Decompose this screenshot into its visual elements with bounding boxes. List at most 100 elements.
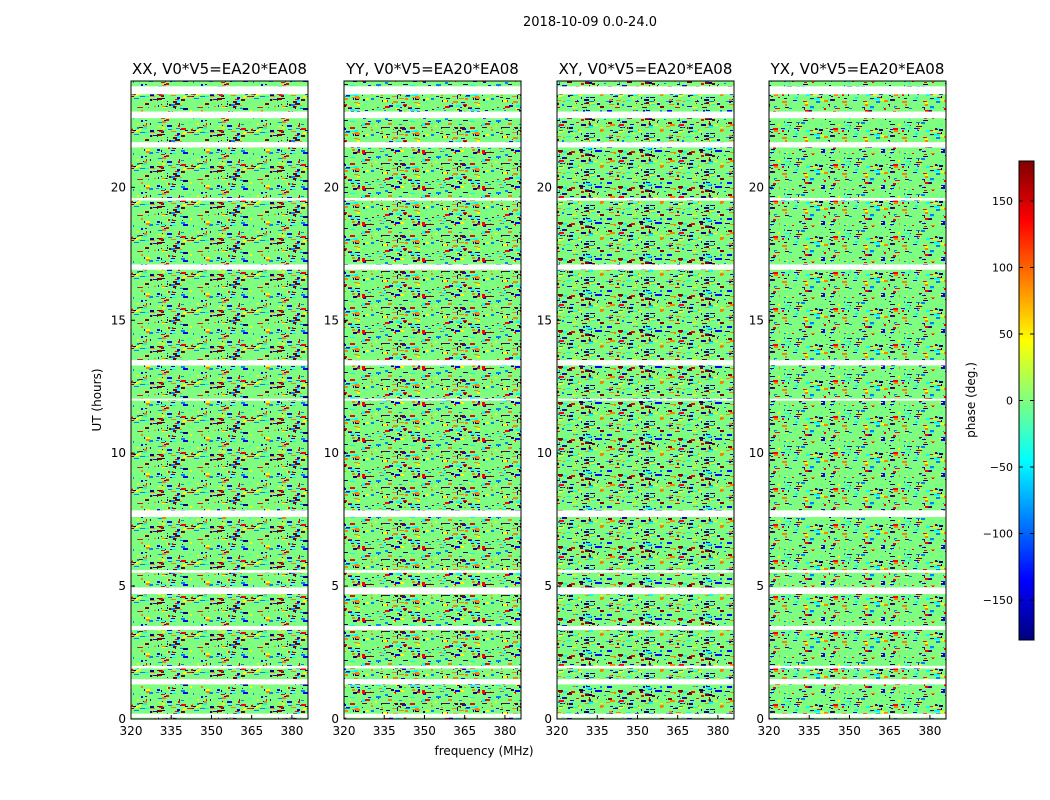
no-data-gap (769, 86, 946, 95)
no-data-gap (344, 625, 521, 630)
no-data-gap (131, 264, 308, 270)
colorbar-label: phase (deg.) (964, 362, 978, 438)
x-tick-label: 365 (666, 724, 689, 738)
no-data-gap (344, 142, 521, 148)
no-data-gap (769, 264, 946, 270)
no-data-gap (131, 398, 308, 401)
no-data-gap (344, 713, 521, 718)
no-data-gap (557, 665, 734, 669)
no-data-gap (344, 679, 521, 685)
x-tick-label: 335 (586, 724, 609, 738)
no-data-gap (557, 570, 734, 573)
no-data-gap (769, 713, 946, 718)
x-tick-label: 350 (200, 724, 223, 738)
y-tick-label: 5 (118, 579, 126, 593)
no-data-gap (557, 197, 734, 201)
no-data-gap (131, 510, 308, 517)
no-data-gap (344, 360, 521, 366)
no-data-gap (131, 679, 308, 685)
y-tick-label: 0 (118, 712, 126, 726)
no-data-gap (769, 510, 946, 517)
no-data-gap (557, 360, 734, 366)
no-data-gap (131, 360, 308, 366)
x-tick-label: 335 (160, 724, 183, 738)
colorbar-tick-label: −100 (983, 528, 1013, 541)
no-data-gap (344, 264, 521, 270)
no-data-gap (131, 570, 308, 573)
no-data-gap (131, 86, 308, 95)
x-tick-label: 380 (918, 724, 941, 738)
no-data-gap (769, 587, 946, 595)
x-tick-label: 320 (120, 724, 143, 738)
axes-frame (556, 80, 735, 720)
y-tick-label: 15 (749, 313, 764, 327)
y-tick-label: 15 (111, 313, 126, 327)
no-data-gap (131, 713, 308, 718)
x-tick-label: 335 (373, 724, 396, 738)
no-data-gap (131, 142, 308, 148)
y-tick-label: 20 (537, 180, 552, 194)
no-data-gap (557, 142, 734, 148)
no-data-gap (344, 197, 521, 201)
panel-title: YX, V0*V5=EA20*EA08 (770, 60, 945, 78)
x-tick-label: 350 (626, 724, 649, 738)
no-data-gap (131, 197, 308, 201)
y-tick-label: 0 (544, 712, 552, 726)
x-tick-label: 380 (706, 724, 729, 738)
no-data-gap (769, 665, 946, 669)
colorbar-tick-label: 150 (992, 195, 1013, 208)
no-data-gap (557, 398, 734, 401)
no-data-gap (769, 360, 946, 366)
panel-xy: XY, V0*V5=EA20*EA08 320 335 350 365 380 0 5 10 15… (537, 60, 735, 738)
no-data-gap (769, 142, 946, 148)
y-tick-label: 5 (544, 579, 552, 593)
colorbar-tick-label: −150 (983, 594, 1013, 607)
y-tick-label: 20 (749, 180, 764, 194)
no-data-gap (557, 111, 734, 119)
colorbar-tick-label: 0 (1006, 395, 1013, 408)
no-data-gap (769, 625, 946, 630)
x-tick-label: 365 (240, 724, 263, 738)
no-data-gap (557, 510, 734, 517)
no-data-gap (557, 587, 734, 595)
colorbar-tick-label: −50 (990, 461, 1013, 474)
panel-title: XY, V0*V5=EA20*EA08 (559, 60, 733, 78)
colorbar: 150 100 50 0 −50 −100 −150 (983, 160, 1035, 641)
y-tick-label: 15 (324, 313, 339, 327)
no-data-gap (344, 111, 521, 119)
x-tick-label: 350 (413, 724, 436, 738)
no-data-gap (344, 665, 521, 669)
no-data-gap (769, 570, 946, 573)
colorbar-tick-label: 50 (999, 328, 1013, 341)
x-tick-label: 320 (546, 724, 569, 738)
axes-frame (343, 80, 522, 720)
colorbar-tick-label: 100 (992, 261, 1013, 274)
y-tick-label: 10 (749, 446, 764, 460)
no-data-gap (344, 587, 521, 595)
no-data-gap (557, 86, 734, 95)
no-data-gap (769, 398, 946, 401)
panel-yy: YY, V0*V5=EA20*EA08 320 335 350 365 380 0 5 10 15… (324, 60, 522, 738)
y-axis-label: UT (hours) (90, 368, 104, 431)
y-tick-label: 10 (111, 446, 126, 460)
x-tick-label: 335 (798, 724, 821, 738)
no-data-gap (131, 587, 308, 595)
no-data-gap (131, 111, 308, 119)
panels: XX, V0*V5=EA20*EA08 320 335 350 365 380 0 5 10 15… (111, 60, 947, 738)
x-axis-label: frequency (MHz) (434, 744, 533, 758)
x-tick-label: 350 (838, 724, 861, 738)
y-tick-label: 10 (537, 446, 552, 460)
panel-title: XX, V0*V5=EA20*EA08 (132, 60, 307, 78)
panel-xx: XX, V0*V5=EA20*EA08 320 335 350 365 380 0 5 10 15… (111, 60, 309, 738)
no-data-gap (557, 625, 734, 630)
no-data-gap (557, 679, 734, 685)
y-tick-label: 5 (331, 579, 339, 593)
y-tick-label: 20 (324, 180, 339, 194)
no-data-gap (344, 570, 521, 573)
x-tick-label: 365 (453, 724, 476, 738)
suptitle: 2018-10-09 0.0-24.0 (523, 15, 657, 30)
y-tick-label: 5 (756, 579, 764, 593)
y-tick-label: 20 (111, 180, 126, 194)
no-data-gap (557, 264, 734, 270)
no-data-gap (557, 713, 734, 718)
